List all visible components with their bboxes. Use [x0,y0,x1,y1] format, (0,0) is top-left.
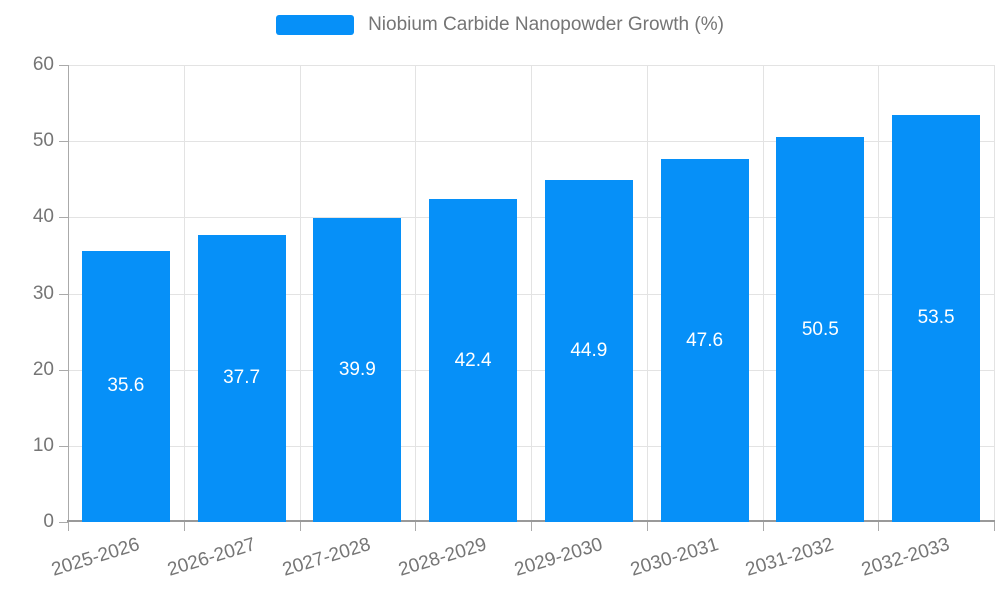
gridline-v [531,65,532,522]
x-axis-tick [878,522,880,531]
bar[interactable]: 53.5 [892,114,981,522]
y-axis-tick [59,445,68,447]
bar[interactable]: 50.5 [776,137,865,522]
gridline-v [415,65,417,522]
x-axis-tick [68,522,69,531]
bar[interactable]: 35.6 [81,250,170,522]
gridline-v [762,65,764,522]
gridline-v [878,65,880,522]
gridline-v [183,65,185,522]
legend[interactable]: Niobium Carbide Nanopowder Growth (%) [0,14,1000,36]
bar-value-label: 35.6 [107,375,145,397]
x-axis-tick [299,522,301,531]
y-axis-label: 60 [32,54,54,75]
y-axis-tick [59,65,68,66]
bar[interactable]: 37.7 [197,234,286,522]
y-axis-line [68,65,69,522]
bar-value-label: 37.7 [223,367,261,389]
y-axis-tick [59,293,68,295]
bar[interactable]: 42.4 [429,199,518,522]
gridline-v [299,65,301,522]
x-axis-tick [762,522,764,531]
x-axis-tick [646,522,648,531]
y-axis-label: 20 [32,358,54,380]
plot-area: 0 10 20 30 40 50 60 35.6 37.7 39.9 42.4 44.9 47.6 50.… [33,54,995,581]
y-axis-tick [59,369,68,371]
x-axis-tick [531,522,532,531]
legend-swatch[interactable] [276,15,355,35]
y-axis-label: 30 [32,282,54,304]
bar-value-label: 47.6 [686,329,724,351]
y-axis-label: 40 [32,206,54,228]
bar-value-label: 39.9 [338,359,376,381]
y-axis-label: 10 [32,434,54,456]
x-axis-line [67,520,995,522]
y-axis-label: 0 [43,511,54,532]
y-axis-tick [59,141,68,143]
bar[interactable]: 47.6 [660,159,749,522]
gridline-v [646,65,648,522]
bar-value-label: 53.5 [917,307,955,329]
x-axis-tick [183,522,185,531]
x-axis-tick [415,522,417,531]
y-axis-tick [59,217,68,219]
bar-value-label: 42.4 [454,349,492,371]
bar[interactable]: 44.9 [544,180,633,522]
bar-value-label: 50.5 [801,318,839,340]
bar[interactable]: 39.9 [313,218,402,522]
x-axis-tick [994,522,995,531]
y-axis-tick [59,522,68,523]
gridline-v [994,65,995,522]
bar-value-label: 44.9 [570,339,608,361]
legend-label[interactable]: Niobium Carbide Nanopowder Growth (%) [368,14,724,35]
y-axis-label: 50 [32,130,54,152]
